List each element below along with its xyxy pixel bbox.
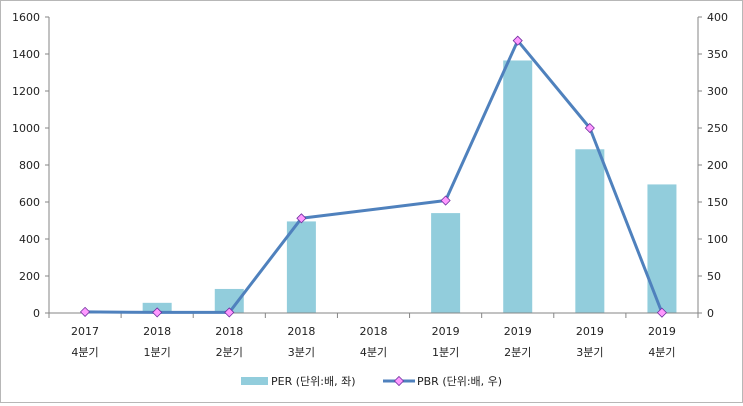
- x-tick-year: 2018: [143, 325, 171, 338]
- right-tick-label: 150: [707, 196, 728, 209]
- left-tick-label: 1000: [12, 122, 40, 135]
- x-tick-quarter: 1분기: [432, 346, 459, 359]
- x-tick-year: 2019: [504, 325, 532, 338]
- right-axis: 0 50 100 150 200 250 300 350 400: [697, 11, 728, 320]
- legend-per-swatch: [241, 377, 268, 385]
- right-tick-label: 300: [707, 85, 728, 98]
- x-tick-year: 2017: [71, 325, 99, 338]
- left-axis: 0 200 400 600 800 1000 1200 1400 1600: [12, 11, 50, 320]
- left-tick-label: 400: [19, 233, 40, 246]
- x-tick-year: 2018: [287, 325, 315, 338]
- x-tick-quarter: 2분기: [216, 346, 243, 359]
- x-tick-year: 2019: [648, 325, 676, 338]
- left-tick-label: 1600: [12, 11, 40, 24]
- pbr-point: [656, 307, 668, 318]
- right-tick-label: 0: [707, 307, 714, 320]
- x-tick-quarter: 3분기: [576, 346, 603, 359]
- right-tick-label: 350: [707, 48, 728, 61]
- x-tick-year: 2019: [576, 325, 604, 338]
- legend: PER (단위:배, 좌) PBR (단위:배, 우): [241, 375, 502, 388]
- x-axis: 2017 4분기 2018 1분기 2018 2분기 2018 3분기 2018 4분기 2019 1…: [48, 312, 699, 359]
- per-bar: [286, 221, 316, 313]
- x-tick-quarter: 4분기: [360, 346, 387, 359]
- per-bars: [142, 60, 677, 313]
- pbr-point: [79, 306, 91, 317]
- pbr-series-line: [85, 39, 664, 314]
- legend-per-label: PER (단위:배, 좌): [271, 375, 356, 388]
- pbr-point: [512, 35, 523, 46]
- right-tick-label: 400: [707, 11, 728, 24]
- pbr-point: [584, 122, 595, 134]
- pbr-line: [79, 35, 668, 318]
- x-tick-quarter: 4분기: [71, 346, 98, 359]
- left-tick-label: 800: [19, 159, 40, 172]
- per-bar: [575, 149, 605, 313]
- per-bar: [431, 213, 461, 313]
- left-tick-label: 200: [19, 270, 40, 283]
- right-tick-label: 250: [707, 122, 728, 135]
- left-tick-label: 1400: [12, 48, 40, 61]
- pbr-point: [224, 307, 235, 318]
- per-bar: [647, 184, 677, 313]
- pbr-point: [440, 195, 451, 206]
- x-tick-quarter: 2분기: [504, 346, 531, 359]
- pbr-point: [296, 213, 307, 224]
- right-tick-label: 50: [707, 270, 721, 283]
- x-tick-quarter: 3분기: [288, 346, 315, 359]
- x-tick-year: 2018: [360, 325, 388, 338]
- legend-pbr-marker: [393, 375, 405, 387]
- per-bar: [503, 60, 533, 313]
- legend-pbr-label: PBR (단위:배, 우): [417, 375, 502, 388]
- right-tick-label: 200: [707, 159, 728, 172]
- left-tick-label: 1200: [12, 85, 40, 98]
- pbr-point: [152, 307, 163, 318]
- left-tick-label: 600: [19, 196, 40, 209]
- left-tick-label: 0: [33, 307, 40, 320]
- x-tick-quarter: 1분기: [144, 346, 171, 359]
- x-tick-year: 2018: [215, 325, 243, 338]
- right-tick-label: 100: [707, 233, 728, 246]
- x-tick-quarter: 4분기: [648, 346, 675, 359]
- x-tick-year: 2019: [432, 325, 460, 338]
